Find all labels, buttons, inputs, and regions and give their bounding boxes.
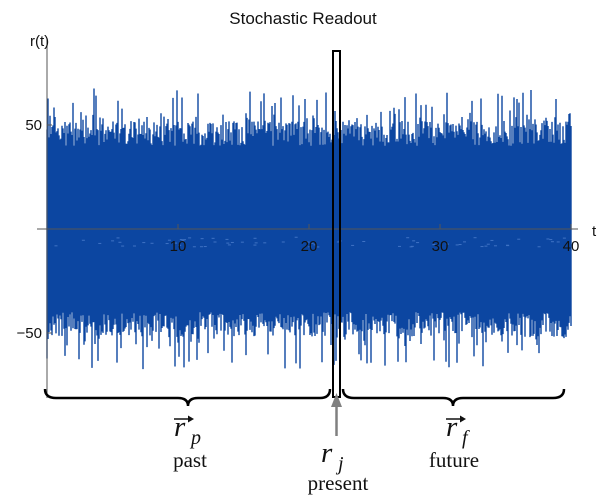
y-tick-label: −50 <box>17 325 42 342</box>
x-ticks: 10 20 30 40 <box>170 224 580 255</box>
present-subscript: j <box>335 453 344 475</box>
past-symbol: r <box>174 411 186 443</box>
figure-title: Stochastic Readout <box>229 9 377 28</box>
x-axis-label: t <box>592 223 597 240</box>
future-brace <box>341 388 566 407</box>
y-axis-label: r(t) <box>30 33 49 50</box>
future-symbol: r <box>446 411 458 443</box>
future-annotation: r f future <box>429 411 479 472</box>
past-brace <box>43 388 332 407</box>
y-tick-label: 50 <box>25 117 42 134</box>
x-tick-label: 10 <box>170 238 187 255</box>
past-annotation: r p past <box>173 411 207 472</box>
future-label: future <box>429 448 479 472</box>
x-tick-label: 40 <box>563 238 580 255</box>
future-vector-tip <box>460 415 466 423</box>
present-annotation: r j present <box>308 437 369 495</box>
past-label: past <box>173 448 207 472</box>
future-subscript: f <box>462 427 470 449</box>
present-symbol: r <box>321 437 333 469</box>
present-label: present <box>308 471 369 495</box>
present-arrow-head <box>331 393 342 407</box>
past-vector-tip <box>188 415 194 423</box>
y-ticks: 50 −50 <box>17 117 52 342</box>
x-tick-label: 20 <box>301 238 318 255</box>
x-tick-label: 30 <box>432 238 449 255</box>
past-subscript: p <box>189 427 201 449</box>
signal-trace <box>46 88 572 370</box>
